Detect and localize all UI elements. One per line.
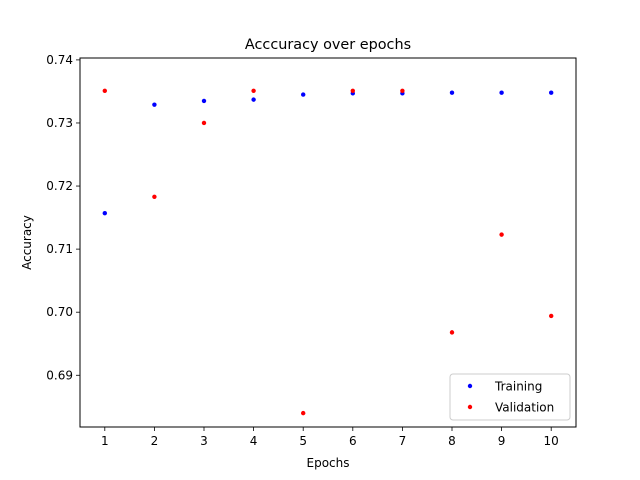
legend-label-training: Training [494, 380, 542, 394]
legend-marker-validation [467, 404, 473, 410]
training-point [251, 97, 256, 102]
legend: Training Validation [449, 373, 571, 421]
y-tick-label: 0.70 [46, 305, 73, 319]
y-tick-label: 0.72 [46, 179, 73, 193]
y-axis-label: Accuracy [20, 215, 34, 270]
y-axis-ticks: 0.69 0.70 0.71 0.72 0.73 0.74 [46, 53, 80, 382]
legend-label-validation: Validation [495, 401, 554, 415]
training-point [201, 98, 207, 104]
validation-point [251, 88, 256, 94]
x-tick-label: 3 [200, 434, 208, 448]
y-tick-label: 0.74 [46, 53, 73, 67]
training-point [301, 92, 306, 97]
y-tick-label: 0.69 [46, 368, 73, 382]
x-axis-label: Epochs [307, 456, 350, 470]
chart-title: Acccuracy over epochs [245, 37, 411, 53]
x-tick-label: 4 [250, 434, 258, 448]
training-point [499, 90, 504, 95]
data-points [102, 88, 554, 416]
validation-point [350, 88, 355, 94]
validation-point [102, 88, 108, 94]
legend-box [449, 373, 571, 421]
validation-point [301, 410, 306, 416]
x-axis-ticks: 1 2 3 4 5 6 7 8 9 10 [101, 427, 559, 448]
training-point [449, 90, 455, 95]
validation-point [549, 313, 554, 319]
x-tick-label: 1 [101, 434, 109, 448]
plot-frame [79, 57, 577, 428]
training-point [152, 102, 157, 107]
plot-area [80, 58, 576, 427]
training-point [102, 210, 108, 216]
training-point [549, 90, 554, 95]
x-tick-label: 2 [151, 434, 159, 448]
x-tick-label: 5 [299, 434, 307, 448]
y-tick-label: 0.71 [46, 242, 73, 256]
x-tick-label: 7 [399, 434, 407, 448]
validation-point [449, 330, 455, 335]
validation-point [152, 194, 157, 199]
x-tick-label: 9 [498, 434, 506, 448]
y-tick-label: 0.73 [46, 116, 73, 130]
legend-marker-training [467, 383, 473, 389]
validation-point [499, 232, 504, 237]
x-tick-label: 8 [448, 434, 456, 448]
x-tick-label: 10 [544, 434, 559, 448]
validation-point [400, 88, 405, 94]
x-tick-label: 6 [349, 434, 357, 448]
validation-point [201, 120, 207, 126]
